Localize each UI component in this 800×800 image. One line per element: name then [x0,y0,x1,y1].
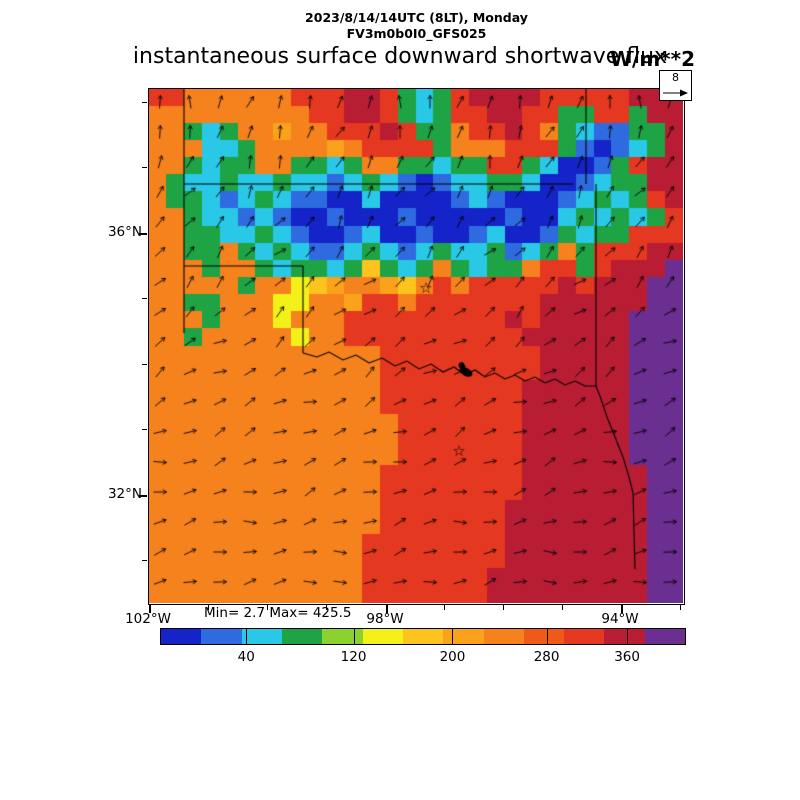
colorbar-segment [644,629,686,644]
model-run-label: FV3m0b0I0_GFS025 [346,26,487,42]
colorbar-labels: 40 120 200 280 360 [160,649,686,665]
colorbar-segment [161,629,202,644]
plot-header: 2023/8/14/14UTC (8LT), Monday FV3m0b0I0_… [148,10,685,43]
datetime-label: 2023/8/14/14UTC (8LT), Monday [305,10,528,25]
axis-tick [142,298,147,299]
axis-tick [386,605,388,613]
axis-tick [680,605,681,610]
reference-vector-value: 8 [672,71,679,84]
axis-tick [267,605,268,610]
colorbar-tick-label: 280 [533,649,560,665]
axis-tick [562,605,563,610]
map-canvas [149,89,683,603]
colorbar-segment [443,629,484,644]
colorbar-segment [322,629,363,644]
axis-tick [142,167,147,168]
axis-tick [139,495,147,497]
axis-tick [142,364,147,365]
lat-tick-label-32n: 32°N [107,486,142,502]
colorbar-segment [523,629,565,644]
axis-tick [444,605,445,610]
axis-tick [142,560,147,561]
axis-tick [139,233,147,235]
colorbar-tick-label: 200 [439,649,466,665]
colorbar [160,628,686,645]
lon-tick-label-98w: 98°W [366,611,404,627]
plot-title: instantaneous surface downward shortwave… [132,44,668,69]
colorbar-segment [201,629,242,644]
colorbar-tick-label: 360 [614,649,640,665]
lon-tick-label-102w: 102°W [125,611,171,627]
colorbar-segment [564,629,605,644]
colorbar-segment [281,629,323,644]
reference-vector-arrow-icon [663,89,688,97]
axis-tick [208,605,209,610]
colorbar-segment [604,629,645,644]
axis-tick [142,429,147,430]
colorbar-segment [362,629,403,644]
minmax-label: Min= 2.7 Max= 425.5 [204,605,352,621]
axis-tick [142,102,147,103]
axis-tick [621,605,623,613]
colorbar-segment [402,629,444,644]
lon-tick-label-94w: 94°W [601,611,639,627]
units-label: W/m**2 [609,47,695,71]
reference-vector-box: 8 [659,70,692,101]
colorbar-tick-label: 40 [237,649,255,665]
axis-tick [503,605,504,610]
colorbar-tick-label: 120 [340,649,367,665]
map-area [139,88,685,613]
axis-tick [149,605,151,613]
axis-tick [326,605,327,610]
colorbar-segment [483,629,524,644]
lat-tick-label-36n: 36°N [107,224,142,240]
colorbar-segment [241,629,282,644]
